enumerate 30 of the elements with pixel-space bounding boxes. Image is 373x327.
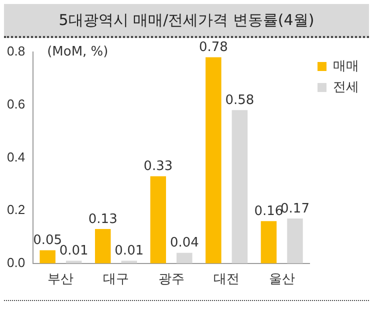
data-label: 0.01 [114, 244, 144, 259]
y-tick-label: 0.8 [6, 44, 26, 59]
y-tick-label: 0.0 [6, 254, 26, 270]
bar [176, 252, 192, 264]
data-label: 0.78 [198, 40, 228, 56]
x-tick-label: 대전 [214, 270, 240, 286]
bar [94, 229, 111, 264]
y-tick-label: 0.2 [6, 202, 26, 218]
x-tick-label: 광주 [158, 270, 184, 286]
data-label: 0.01 [59, 244, 88, 259]
legend-label: 매매 [333, 58, 359, 74]
data-label: 0.33 [144, 159, 173, 174]
data-label: 0.04 [170, 236, 199, 251]
y-axis-title: (MoM, %) [47, 44, 108, 60]
x-tick-label: 대구 [103, 270, 129, 286]
data-label: 0.16 [254, 204, 284, 219]
bar [40, 250, 56, 264]
bar [150, 176, 166, 264]
data-label: 0.58 [225, 93, 254, 108]
bar [206, 57, 222, 264]
chart-title: 5대광역시 매매/전세가격 변동률(4월) [4, 4, 369, 38]
y-tick-label: 0.6 [6, 96, 26, 112]
bar [287, 218, 303, 264]
bar [260, 221, 277, 264]
x-tick-label: 울산 [268, 270, 295, 286]
legend-label: 전세 [333, 80, 359, 95]
y-tick-label: 0.4 [6, 149, 26, 164]
data-label: 0.13 [88, 212, 118, 227]
x-tick-label: 부산 [48, 270, 74, 286]
bar [232, 110, 248, 264]
